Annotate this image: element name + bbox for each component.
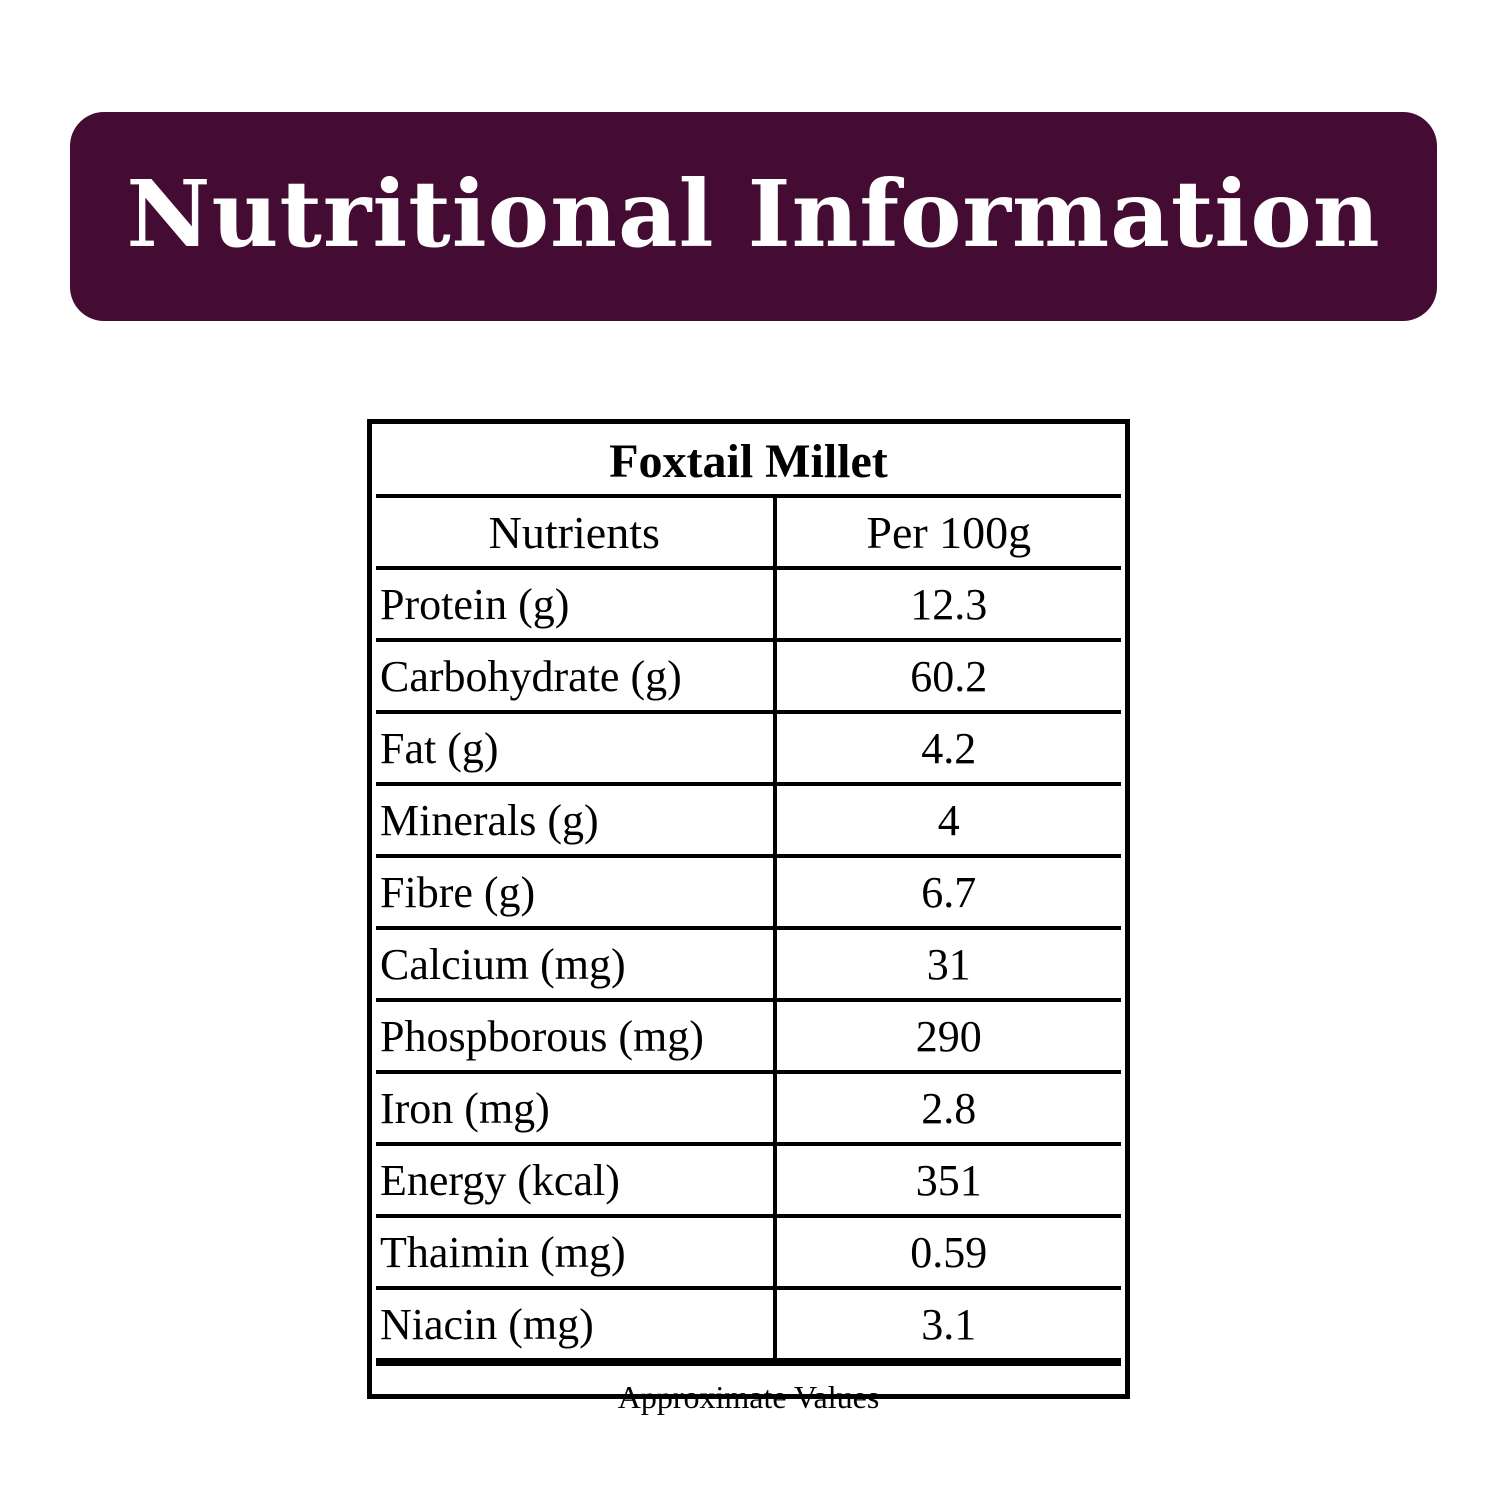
nutrient-name: Fat (g) (376, 710, 777, 786)
table-row: Thaimin (mg) 0.59 (376, 1214, 1121, 1290)
nutrient-name: Thaimin (mg) (376, 1214, 777, 1290)
nutrient-name: Minerals (g) (376, 782, 777, 858)
table-row: Calcium (mg) 31 (376, 926, 1121, 1002)
nutrient-value: 2.8 (772, 1070, 1121, 1146)
table-row: Protein (g) 12.3 (376, 566, 1121, 642)
table-row: Minerals (g) 4 (376, 782, 1121, 858)
table-row: Carbohydrate (g) 60.2 (376, 638, 1121, 714)
nutrient-name: Niacin (mg) (376, 1286, 777, 1364)
nutrient-value: 4 (772, 782, 1121, 858)
table-header-row: Nutrients Per 100g (376, 494, 1121, 570)
page-title: Nutritional Information (126, 159, 1381, 268)
table-footnote: Approximate Values (376, 1358, 1121, 1428)
nutrient-name: Energy (kcal) (376, 1142, 777, 1218)
title-banner: Nutritional Information (70, 112, 1437, 321)
nutrition-table-frame: Foxtail Millet Nutrients Per 100g Protei… (367, 419, 1130, 1428)
nutrition-table: Foxtail Millet Nutrients Per 100g Protei… (376, 428, 1121, 1428)
nutrient-name: Fibre (g) (376, 854, 777, 930)
table-row: Niacin (mg) 3.1 (376, 1286, 1121, 1364)
nutrient-value: 351 (772, 1142, 1121, 1218)
nutrient-value: 0.59 (772, 1214, 1121, 1290)
column-header-per-100g: Per 100g (772, 494, 1121, 570)
nutrient-name: Carbohydrate (g) (376, 638, 777, 714)
nutrient-value: 60.2 (772, 638, 1121, 714)
table-row: Energy (kcal) 351 (376, 1142, 1121, 1218)
nutrient-value: 3.1 (772, 1286, 1121, 1364)
nutrient-name: Phospborous (mg) (376, 998, 777, 1074)
table-row: Fat (g) 4.2 (376, 710, 1121, 786)
nutrient-value: 290 (772, 998, 1121, 1074)
nutrient-name: Iron (mg) (376, 1070, 777, 1146)
table-row: Phospborous (mg) 290 (376, 998, 1121, 1074)
table-title-row: Foxtail Millet (376, 428, 1121, 498)
nutrient-name: Calcium (mg) (376, 926, 777, 1002)
nutrient-value: 4.2 (772, 710, 1121, 786)
nutrient-value: 6.7 (772, 854, 1121, 930)
table-footnote-row: Approximate Values (376, 1358, 1121, 1428)
table-row: Iron (mg) 2.8 (376, 1070, 1121, 1146)
column-header-nutrients: Nutrients (376, 494, 777, 570)
table-title: Foxtail Millet (376, 428, 1121, 498)
nutrient-name: Protein (g) (376, 566, 777, 642)
nutrient-value: 12.3 (772, 566, 1121, 642)
nutrient-value: 31 (772, 926, 1121, 1002)
table-row: Fibre (g) 6.7 (376, 854, 1121, 930)
